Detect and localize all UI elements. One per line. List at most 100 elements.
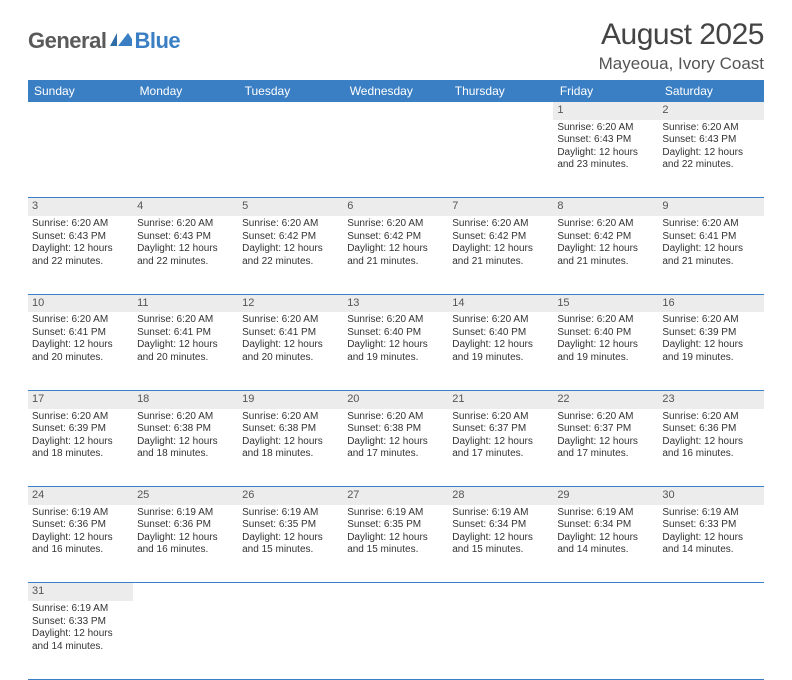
day-number-cell: 13 <box>343 294 448 312</box>
sunset-text: Sunset: 6:36 PM <box>32 519 129 532</box>
sunrise-text: Sunrise: 6:20 AM <box>347 218 444 231</box>
sunrise-text: Sunrise: 6:20 AM <box>452 218 549 231</box>
day-cell: Sunrise: 6:20 AMSunset: 6:41 PMDaylight:… <box>238 312 343 390</box>
sunrise-text: Sunrise: 6:20 AM <box>557 314 654 327</box>
day-cell <box>133 601 238 679</box>
day-number: 3 <box>32 200 38 212</box>
sunset-text: Sunset: 6:42 PM <box>242 231 339 244</box>
logo-text-general: General <box>28 28 106 54</box>
sunrise-text: Sunrise: 6:19 AM <box>452 507 549 520</box>
day-cell: Sunrise: 6:20 AMSunset: 6:43 PMDaylight:… <box>553 120 658 198</box>
sunrise-text: Sunrise: 6:20 AM <box>557 411 654 424</box>
day-number-cell: 7 <box>448 198 553 216</box>
sunset-text: Sunset: 6:40 PM <box>452 327 549 340</box>
daylight-text: and 18 minutes. <box>137 448 234 461</box>
week-row: Sunrise: 6:19 AMSunset: 6:33 PMDaylight:… <box>28 601 764 679</box>
day-cell: Sunrise: 6:20 AMSunset: 6:41 PMDaylight:… <box>658 216 763 294</box>
logo-text-blue: Blue <box>134 28 180 54</box>
day-cell: Sunrise: 6:20 AMSunset: 6:37 PMDaylight:… <box>553 409 658 487</box>
sunset-text: Sunset: 6:43 PM <box>557 134 654 147</box>
sunset-text: Sunset: 6:42 PM <box>452 231 549 244</box>
daylight-text: Daylight: 12 hours <box>137 436 234 449</box>
sunrise-text: Sunrise: 6:19 AM <box>662 507 759 520</box>
sunset-text: Sunset: 6:33 PM <box>662 519 759 532</box>
day-number-cell: 22 <box>553 390 658 408</box>
daylight-text: Daylight: 12 hours <box>452 436 549 449</box>
daylight-text: and 21 minutes. <box>662 256 759 269</box>
sunrise-text: Sunrise: 6:20 AM <box>662 122 759 135</box>
day-number: 30 <box>662 489 674 501</box>
page-header: General Blue August 2025 Mayeoua, Ivory … <box>28 18 764 74</box>
daylight-text: Daylight: 12 hours <box>32 532 129 545</box>
day-number: 15 <box>557 297 569 309</box>
day-number-cell: 30 <box>658 487 763 505</box>
daynum-row: 17181920212223 <box>28 390 764 408</box>
day-number: 9 <box>662 200 668 212</box>
day-cell: Sunrise: 6:20 AMSunset: 6:42 PMDaylight:… <box>238 216 343 294</box>
day-number: 8 <box>557 200 563 212</box>
day-cell: Sunrise: 6:19 AMSunset: 6:33 PMDaylight:… <box>658 505 763 583</box>
sunset-text: Sunset: 6:43 PM <box>137 231 234 244</box>
sunrise-text: Sunrise: 6:20 AM <box>242 314 339 327</box>
sunrise-text: Sunrise: 6:20 AM <box>137 411 234 424</box>
daynum-row: 12 <box>28 102 764 120</box>
day-number: 24 <box>32 489 44 501</box>
day-cell: Sunrise: 6:20 AMSunset: 6:41 PMDaylight:… <box>133 312 238 390</box>
sunrise-text: Sunrise: 6:20 AM <box>662 314 759 327</box>
week-row: Sunrise: 6:20 AMSunset: 6:43 PMDaylight:… <box>28 216 764 294</box>
weekday-header: Tuesday <box>238 80 343 102</box>
sunrise-text: Sunrise: 6:20 AM <box>557 218 654 231</box>
day-number-cell: 5 <box>238 198 343 216</box>
daylight-text: and 22 minutes. <box>32 256 129 269</box>
daylight-text: Daylight: 12 hours <box>662 147 759 160</box>
daynum-row: 24252627282930 <box>28 487 764 505</box>
daynum-row: 31 <box>28 583 764 601</box>
daylight-text: and 21 minutes. <box>452 256 549 269</box>
daylight-text: Daylight: 12 hours <box>347 243 444 256</box>
day-number-cell: 21 <box>448 390 553 408</box>
day-number: 4 <box>137 200 143 212</box>
day-number-cell: 19 <box>238 390 343 408</box>
day-number-cell: 15 <box>553 294 658 312</box>
daylight-text: Daylight: 12 hours <box>347 339 444 352</box>
day-cell: Sunrise: 6:20 AMSunset: 6:41 PMDaylight:… <box>28 312 133 390</box>
sunset-text: Sunset: 6:35 PM <box>242 519 339 532</box>
sunset-text: Sunset: 6:43 PM <box>32 231 129 244</box>
sunset-text: Sunset: 6:39 PM <box>662 327 759 340</box>
day-number-cell: 17 <box>28 390 133 408</box>
daylight-text: Daylight: 12 hours <box>557 532 654 545</box>
day-cell <box>448 601 553 679</box>
day-number: 10 <box>32 297 44 309</box>
weekday-header: Friday <box>553 80 658 102</box>
daylight-text: Daylight: 12 hours <box>137 339 234 352</box>
daylight-text: Daylight: 12 hours <box>557 243 654 256</box>
daylight-text: and 20 minutes. <box>242 352 339 365</box>
daylight-text: Daylight: 12 hours <box>452 339 549 352</box>
daylight-text: Daylight: 12 hours <box>242 243 339 256</box>
sunset-text: Sunset: 6:40 PM <box>347 327 444 340</box>
daylight-text: and 19 minutes. <box>557 352 654 365</box>
day-number-cell: 20 <box>343 390 448 408</box>
day-cell <box>448 120 553 198</box>
day-number: 20 <box>347 393 359 405</box>
sunset-text: Sunset: 6:42 PM <box>347 231 444 244</box>
daynum-row: 3456789 <box>28 198 764 216</box>
day-cell <box>133 120 238 198</box>
daylight-text: and 20 minutes. <box>32 352 129 365</box>
sunrise-text: Sunrise: 6:20 AM <box>452 411 549 424</box>
daylight-text: and 22 minutes. <box>662 159 759 172</box>
daylight-text: and 17 minutes. <box>347 448 444 461</box>
day-number-cell <box>28 102 133 120</box>
daylight-text: and 19 minutes. <box>662 352 759 365</box>
sunrise-text: Sunrise: 6:19 AM <box>32 603 129 616</box>
daylight-text: and 18 minutes. <box>32 448 129 461</box>
sunset-text: Sunset: 6:34 PM <box>452 519 549 532</box>
daylight-text: Daylight: 12 hours <box>32 628 129 641</box>
day-number: 22 <box>557 393 569 405</box>
sunrise-text: Sunrise: 6:20 AM <box>32 218 129 231</box>
day-number-cell: 2 <box>658 102 763 120</box>
day-number-cell <box>133 583 238 601</box>
day-number: 16 <box>662 297 674 309</box>
sunset-text: Sunset: 6:39 PM <box>32 423 129 436</box>
daylight-text: Daylight: 12 hours <box>557 436 654 449</box>
